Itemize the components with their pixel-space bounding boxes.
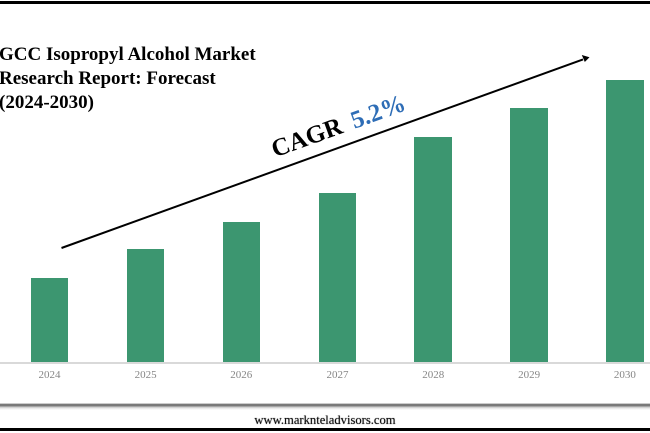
svg-text:CAGR 5.2%: CAGR 5.2% (268, 90, 409, 163)
